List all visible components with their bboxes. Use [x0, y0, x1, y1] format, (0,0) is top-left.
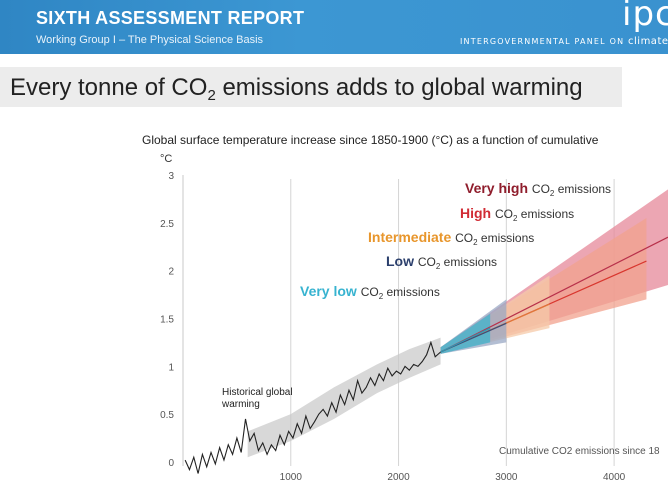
x-tick-label: 4000: [603, 472, 626, 483]
series-labels: Very high CO2 emissions High CO2 emission…: [300, 180, 611, 301]
line-very-low: [440, 327, 491, 353]
series-label-low: Low CO2 emissions: [386, 253, 497, 271]
org-highlight: climate change: [628, 36, 668, 47]
slide-title-post: emissions adds to global warming: [215, 74, 583, 101]
slide-title: Every tonne of CO2 emissions adds to glo…: [10, 74, 583, 104]
series-lines: [184, 236, 668, 474]
y-tick-label: 0: [168, 458, 174, 469]
organization-name: INTERGOVERNMENTAL PANEL ON climate chang…: [460, 36, 668, 47]
historical-annotation-line1: Historical global: [222, 387, 293, 398]
y-tick-label: 1: [168, 362, 174, 373]
y-tick-label: 2: [168, 267, 174, 278]
series-label-very-low: Very low CO2 emissions: [300, 283, 440, 301]
gridlines: [290, 179, 615, 466]
ipcc-logo: ipcc: [622, 0, 668, 34]
line-very-high: [440, 236, 668, 353]
series-label-high: High CO2 emissions: [460, 205, 574, 223]
x-tick-label: 3000: [495, 472, 518, 483]
x-tick-label: 1000: [280, 472, 303, 483]
historical-line: [184, 340, 441, 474]
x-tick-labels: 1000 2000 3000 4000: [280, 472, 626, 483]
y-tick-labels: 0 0.5 1 1.5 2 2.5 3: [160, 171, 174, 469]
y-tick-label: 0.5: [160, 410, 174, 421]
slide-title-bar: Every tonne of CO2 emissions adds to glo…: [0, 67, 622, 107]
historical-annotation: Historical global warming: [221, 387, 295, 410]
slide-title-sub: 2: [207, 87, 216, 104]
historical-annotation-line2: warming: [221, 399, 260, 410]
chart-title: Global surface temperature increase sinc…: [142, 133, 599, 147]
report-subtitle: Working Group I – The Physical Science B…: [36, 34, 264, 46]
report-title: SIXTH ASSESSMENT REPORT: [36, 8, 305, 28]
report-header: SIXTH ASSESSMENT REPORT Working Group I …: [0, 0, 668, 54]
band-very-low: [440, 313, 491, 354]
x-axis-label: Cumulative CO2 emissions since 18: [499, 446, 660, 457]
org-prefix: INTERGOVERNMENTAL PANEL ON: [460, 37, 625, 46]
series-label-very-high: Very high CO2 emissions: [465, 180, 611, 198]
x-tick-label: 2000: [387, 472, 410, 483]
y-axis-label: °C: [160, 153, 172, 165]
warming-chart: Global surface temperature increase sinc…: [142, 133, 668, 483]
series-label-intermediate: Intermediate CO2 emissions: [368, 229, 534, 247]
y-tick-label: 3: [168, 171, 174, 182]
slide-title-pre: Every tonne of CO: [10, 74, 208, 101]
y-tick-label: 1.5: [160, 315, 174, 326]
y-tick-label: 2.5: [160, 219, 174, 230]
uncertainty-bands: [247, 189, 668, 458]
